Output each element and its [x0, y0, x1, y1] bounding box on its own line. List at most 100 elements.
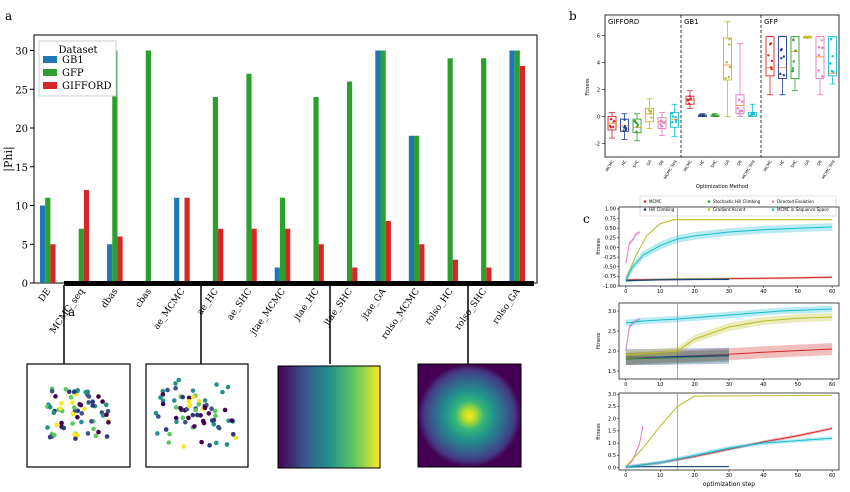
c-xtick-label: 20 [691, 289, 697, 295]
thumb-dot [89, 419, 94, 424]
box-point [671, 121, 673, 123]
box-point [612, 126, 614, 128]
c-ytick-label: 0.50 [605, 226, 616, 232]
box-point [622, 130, 624, 132]
box-point [688, 102, 690, 104]
thumb-dot [54, 423, 59, 428]
c-xtick-label: 20 [691, 382, 697, 388]
c-ytick-label: 2.5 [608, 404, 616, 410]
line-directed-evolution [626, 426, 643, 467]
thumb-dot [191, 413, 196, 418]
c-legend-label: MCMC in Sequence Space [777, 207, 829, 212]
thumb-dot [183, 420, 188, 425]
c-legend-marker [772, 200, 775, 203]
panel-label-b: b [569, 9, 577, 23]
b-ytick-label: 0 [597, 114, 600, 120]
box-point [724, 77, 726, 79]
box-point [610, 118, 612, 120]
thumb-dot [70, 412, 75, 417]
band-mcmc-in-sequence-space [626, 436, 832, 469]
c-ytick-label: -1.00 [603, 284, 616, 290]
c-xtick-label: 50 [795, 382, 801, 388]
group-label-gb1: GB1 [684, 18, 699, 26]
c-ytick-label: -0.25 [603, 255, 616, 261]
bar-gfp-rolso_hc [448, 58, 453, 283]
thumb-dot [77, 402, 82, 407]
c-ytick-label: -0.50 [603, 265, 616, 271]
box-point [806, 37, 808, 39]
group-label-gfp: GFP [764, 18, 778, 26]
c-ytick-label: 0.25 [605, 236, 616, 242]
c-xtick-label: 0 [624, 289, 627, 295]
box-point [624, 125, 626, 127]
band-directed-evolution [626, 425, 643, 469]
legend-swatch-gfp [43, 69, 57, 76]
thumb-dot [158, 395, 163, 400]
thumb-dot [174, 420, 179, 425]
thumb-dot [203, 398, 208, 403]
thumb-dot [176, 378, 181, 383]
thumb-dot [220, 390, 225, 395]
box-point [750, 113, 752, 115]
box-point [738, 112, 740, 114]
bar-gfp-rolso_mcmc [414, 136, 419, 283]
xtick-label: ae_SHC [226, 287, 255, 322]
box-point [637, 123, 639, 125]
thumb-dot [214, 382, 219, 387]
box-point [728, 38, 730, 40]
thumb-dot [199, 440, 204, 445]
thumb-dot [209, 406, 214, 411]
bar-gifford-rolso_mcmc [419, 244, 424, 283]
c-xtick-label: 60 [829, 289, 835, 295]
thumb-dot [181, 444, 186, 449]
thumb-dot [75, 415, 80, 420]
connector-bar [64, 281, 534, 286]
thumb-dot [87, 394, 92, 399]
thumb-dot [172, 398, 177, 403]
thumb-dot [86, 400, 91, 405]
box-point [780, 49, 782, 51]
xtick-label: ae_HC [196, 287, 221, 317]
thumb-dot [178, 406, 183, 411]
b-ytick-label: 4 [597, 60, 600, 66]
b-xtick-label: GA [645, 159, 652, 167]
xtick-label: DE [37, 287, 53, 304]
thumb-dot [73, 436, 78, 441]
thumb-dot [48, 405, 53, 410]
thumb-dot [230, 418, 235, 423]
ytick-label: 5 [22, 240, 28, 251]
xtick-label: rolso_HC [423, 287, 455, 327]
box-point [829, 62, 831, 64]
bar-gifford-ae_shc [252, 229, 257, 283]
c-ytick-label: 0.75 [605, 216, 616, 222]
box-point [830, 38, 832, 40]
bar-gifford-de [50, 244, 55, 283]
bar-gb1-jtae_mcmc [275, 268, 280, 284]
box-point [702, 115, 704, 117]
box-gfp-shc [791, 37, 799, 79]
thumb-dot [196, 402, 201, 407]
thumb-dot [192, 424, 197, 429]
thumb-dot [231, 432, 236, 437]
box-point [779, 73, 781, 75]
thumb-dot [225, 442, 230, 447]
thumb-dot [94, 434, 99, 439]
ytick-label: 20 [15, 124, 28, 135]
thumb-dot [91, 403, 96, 408]
bar-gfp-jtae_ga [381, 51, 386, 284]
thumb-dot [72, 432, 77, 437]
bar-gfp-rolso_ga [515, 51, 520, 284]
thumb-dot [96, 394, 101, 399]
box-point [726, 61, 728, 63]
panel-label-c: c [583, 212, 590, 226]
c-legend-marker [772, 208, 775, 211]
c-ytick-label: -0.75 [603, 274, 616, 280]
thumb-dot [104, 412, 109, 417]
thumb-dot [161, 402, 166, 407]
c-ylabel: fitness [596, 332, 602, 349]
b-xtick-label: HC [698, 159, 705, 167]
thumb-dot [174, 405, 179, 410]
b-xtick-label: DE [658, 159, 665, 167]
